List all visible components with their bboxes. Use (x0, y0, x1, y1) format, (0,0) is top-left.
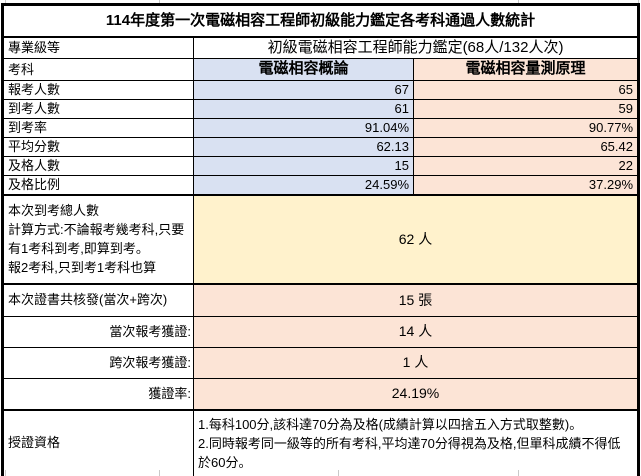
grant-qualification-label: 授證資格 (2, 408, 194, 476)
stat-row-attended: 到考人數 61 59 (2, 98, 639, 119)
attendance-total-value: 62 人 (193, 193, 639, 285)
stat-concept-value: 91.04% (193, 117, 414, 138)
stat-concept-value: 15 (193, 155, 414, 176)
level-label: 專業級等 (2, 36, 194, 60)
level-row: 專業級等 初級電磁相容工程師能力鑑定(68人/132人次) (2, 36, 639, 60)
grant-qualification-row: 授證資格 1.每科100分,該科達70分為及格(成績計算以四捨五入方式取整數)。… (2, 408, 639, 476)
certification-rate-row: 獲證率: 24.19% (2, 377, 639, 410)
stat-label: 到考人數 (2, 98, 194, 119)
stat-measurement-value: 90.77% (413, 117, 639, 138)
stat-row-attendance-rate: 到考率 91.04% 90.77% (2, 117, 639, 138)
stat-measurement-value: 22 (413, 155, 639, 176)
stat-label: 到考率 (2, 117, 194, 138)
current-session-certified-value: 14 人 (193, 315, 639, 348)
stat-label: 及格人數 (2, 155, 194, 176)
gridline-stub (5, 0, 6, 4)
subject-concept-header: 電磁相容概論 (193, 58, 414, 81)
current-session-certified-row: 當次報考獲證: 14 人 (2, 315, 639, 348)
cross-session-certified-label: 跨次報考獲證: (2, 346, 194, 379)
stat-measurement-value: 37.29% (413, 174, 639, 195)
exam-statistics-table: 114年度第一次電磁相容工程師初級能力鑑定各考科通過人數統計 專業級等 初級電磁… (1, 3, 640, 476)
certificates-issued-row: 本次證書共核發(當次+跨次) 15 張 (2, 283, 639, 317)
stat-row-passed-count: 及格人數 15 22 (2, 155, 639, 176)
stat-label: 報考人數 (2, 79, 194, 100)
certificates-issued-label: 本次證書共核發(當次+跨次) (2, 283, 194, 317)
subject-header-row: 考科 電磁相容概論 電磁相容量測原理 (2, 58, 639, 81)
stat-measurement-value: 65.42 (413, 136, 639, 157)
certificates-issued-value: 15 張 (193, 283, 639, 317)
grant-qualification-text: 1.每科100分,該科達70分為及格(成績計算以四捨五入方式取整數)。 2.同時… (193, 408, 639, 476)
stat-label: 及格比例 (2, 174, 194, 195)
attendance-total-row: 本次到考總人數 計算方式:不論報考幾考科,只要有1考科到考,即算到考。 報2考科… (2, 193, 639, 285)
gridline-stub (518, 0, 519, 4)
stat-concept-value: 24.59% (193, 174, 414, 195)
stat-label: 平均分數 (2, 136, 194, 157)
table-title: 114年度第一次電磁相容工程師初級能力鑑定各考科通過人數統計 (2, 4, 639, 38)
subject-label: 考科 (2, 58, 194, 81)
stat-concept-value: 61 (193, 98, 414, 119)
title-row: 114年度第一次電磁相容工程師初級能力鑑定各考科通過人數統計 (2, 4, 639, 38)
level-value: 初級電磁相容工程師能力鑑定(68人/132人次) (193, 36, 639, 60)
current-session-certified-label: 當次報考獲證: (2, 315, 194, 348)
stat-row-average-score: 平均分數 62.13 65.42 (2, 136, 639, 157)
stat-concept-value: 62.13 (193, 136, 414, 157)
stat-measurement-value: 59 (413, 98, 639, 119)
stat-row-applicants: 報考人數 67 65 (2, 79, 639, 100)
stat-row-pass-rate: 及格比例 24.59% 37.29% (2, 174, 639, 195)
attendance-total-label: 本次到考總人數 計算方式:不論報考幾考科,只要有1考科到考,即算到考。 報2考科… (2, 193, 194, 285)
stat-concept-value: 67 (193, 79, 414, 100)
cross-session-certified-row: 跨次報考獲證: 1 人 (2, 346, 639, 379)
cross-session-certified-value: 1 人 (193, 346, 639, 379)
stat-measurement-value: 65 (413, 79, 639, 100)
certification-rate-value: 24.19% (193, 377, 639, 410)
subject-measurement-header: 電磁相容量測原理 (413, 58, 639, 81)
gridline-stub (159, 0, 160, 4)
certification-rate-label: 獲證率: (2, 377, 194, 410)
